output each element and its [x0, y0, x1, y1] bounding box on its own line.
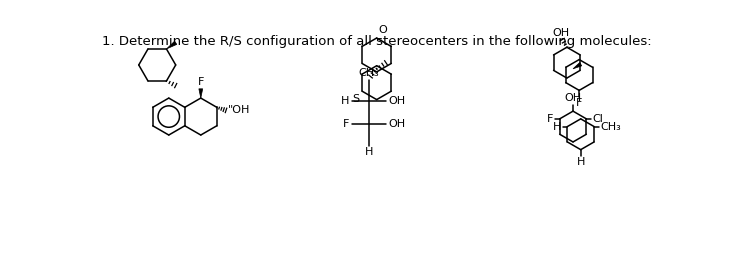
Polygon shape: [573, 62, 582, 69]
Text: H: H: [577, 157, 585, 167]
Text: OH: OH: [552, 28, 569, 38]
Text: CH₃: CH₃: [358, 68, 380, 78]
Polygon shape: [199, 89, 202, 98]
Text: H: H: [364, 147, 374, 157]
Text: 1. Determine the R/S configuration of all stereocenters in the following molecul: 1. Determine the R/S configuration of al…: [102, 35, 652, 48]
Text: H: H: [553, 121, 561, 132]
Text: OH: OH: [388, 119, 405, 129]
Text: S: S: [352, 94, 360, 104]
Text: F: F: [548, 114, 554, 124]
Text: O: O: [378, 25, 387, 35]
Text: F: F: [344, 119, 350, 129]
Text: H: H: [341, 96, 350, 106]
Text: OH: OH: [388, 96, 405, 106]
Polygon shape: [166, 41, 177, 49]
Text: CH₃: CH₃: [600, 121, 621, 132]
Text: Cl: Cl: [592, 114, 604, 124]
Text: "OH: "OH: [227, 105, 250, 116]
Text: F: F: [197, 77, 204, 87]
Text: OH: OH: [565, 93, 581, 103]
Text: F: F: [576, 98, 582, 108]
